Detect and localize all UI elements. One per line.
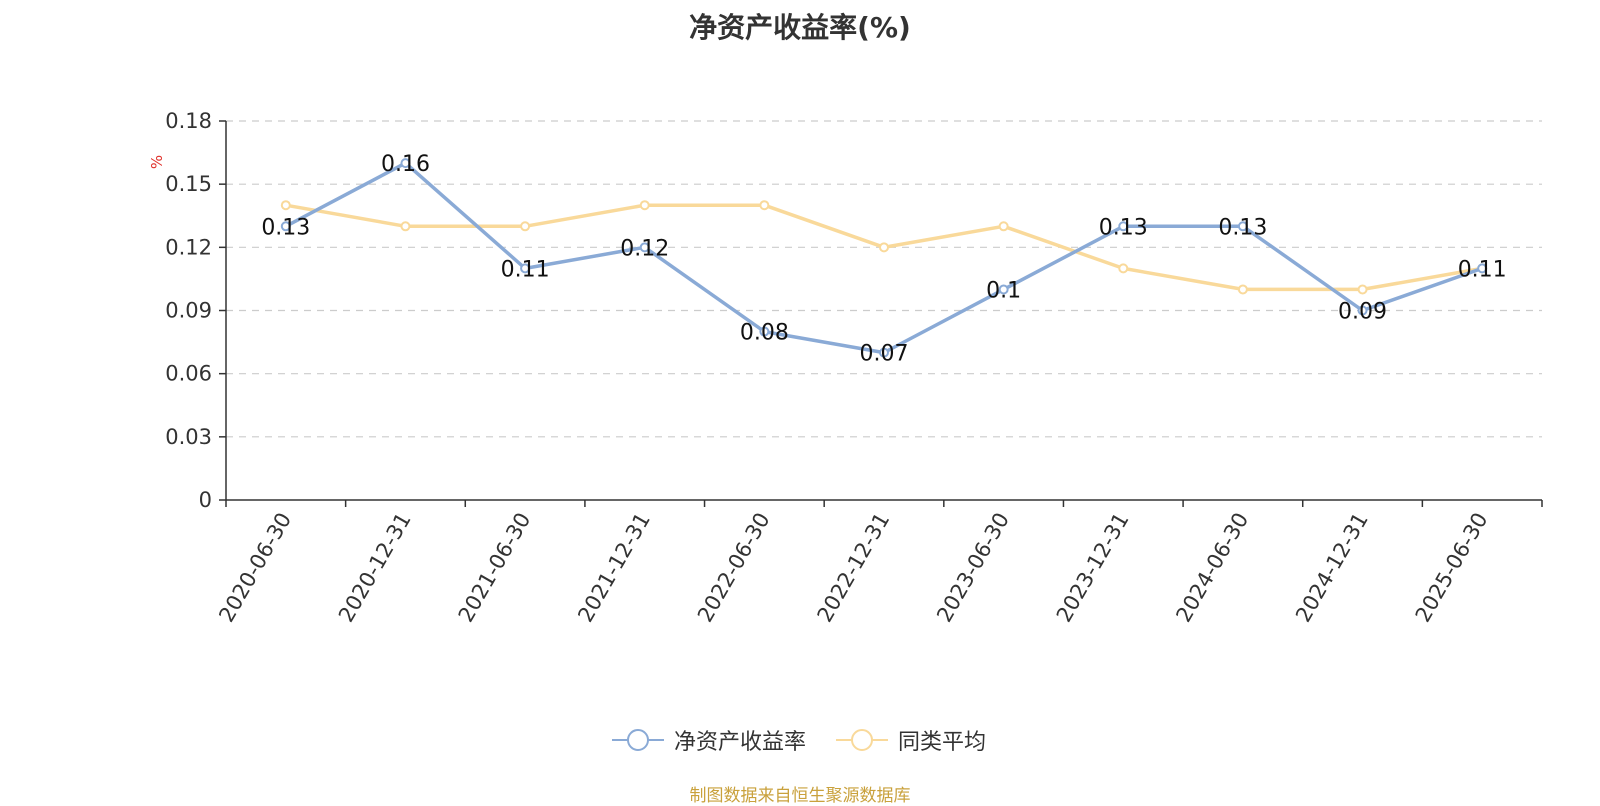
data-label: 0.07	[860, 342, 909, 367]
x-tick-label: 2024-06-30	[1171, 509, 1253, 627]
legend-peer-average-marker-icon	[836, 729, 888, 751]
data-label: 0.08	[740, 321, 789, 346]
x-tick-label: 2025-06-30	[1411, 509, 1493, 627]
grid-lines	[226, 120, 1542, 438]
y-axis-unit-label: %	[148, 155, 166, 169]
x-tick-label: 2021-06-30	[454, 509, 536, 627]
series-point-0	[520, 263, 531, 274]
series-lines	[280, 158, 1488, 358]
series-point-1	[400, 221, 411, 232]
data-label: 0.1	[986, 278, 1021, 303]
x-tick-label: 2024-12-31	[1291, 509, 1373, 627]
legend-item-roe[interactable]: 净资产收益率	[612, 720, 806, 760]
data-label: 0.13	[1099, 215, 1148, 240]
y-tick-label: 0	[199, 488, 212, 512]
series-point-1	[1118, 263, 1129, 274]
data-label: 0.16	[381, 152, 430, 177]
series-point-1	[280, 200, 291, 211]
data-labels: 0.13 0.16 0.11 0.12 0.08 0.07 0.1 0.13 0.13 0.09 0…	[261, 152, 1506, 367]
legend-peer-average-label: 同类平均	[898, 730, 987, 755]
x-tick-label: 2022-12-31	[813, 509, 895, 627]
data-label: 0.11	[501, 257, 550, 282]
legend-roe-marker-icon	[612, 729, 664, 751]
series-point-1	[759, 200, 770, 211]
series-line-0	[284, 161, 1484, 355]
series-point-0	[1477, 263, 1488, 274]
axes: 0 0.03 0.06 0.09 0.12 0.15 0.18 2020-06-30 2020-…	[165, 109, 1543, 627]
series-point-0	[1237, 221, 1248, 232]
series-point-0	[639, 242, 650, 253]
data-label: 0.09	[1338, 300, 1387, 325]
legend: 净资产收益率 同类平均	[0, 720, 1600, 760]
source-note: 制图数据来自恒生聚源数据库	[689, 786, 911, 806]
series-point-1	[639, 200, 650, 211]
data-label: 0.13	[261, 215, 310, 240]
y-tick-label: 0.03	[165, 425, 212, 449]
data-label: 0.13	[1218, 215, 1267, 240]
y-tick-label: 0.18	[165, 109, 212, 133]
series-point-0	[1357, 305, 1368, 316]
series-point-1	[1357, 284, 1368, 295]
data-label: 0.11	[1458, 257, 1507, 282]
x-tick-label: 2021-12-31	[573, 509, 655, 627]
x-tick-label: 2023-12-31	[1052, 509, 1134, 627]
x-tick-label: 2020-12-31	[334, 509, 416, 627]
chart-title: 净资产收益率(%)	[689, 11, 911, 44]
series-point-0	[400, 158, 411, 169]
x-tick-label: 2020-06-30	[214, 509, 296, 627]
series-point-1	[1237, 284, 1248, 295]
series-point-0	[1118, 221, 1129, 232]
legend-item-peer-average[interactable]: 同类平均	[836, 720, 986, 760]
series-point-0	[280, 221, 291, 232]
legend-roe-label: 净资产收益率	[674, 730, 807, 755]
y-tick-label: 0.12	[165, 235, 212, 259]
series-point-0	[998, 284, 1009, 295]
x-tick-label: 2022-06-30	[693, 509, 775, 627]
y-tick-label: 0.15	[165, 172, 212, 196]
series-point-0	[879, 347, 889, 358]
y-tick-label: 0.06	[165, 362, 212, 386]
data-label: 0.12	[620, 236, 669, 261]
series-point-1	[520, 221, 531, 232]
x-tick-label: 2023-06-30	[932, 509, 1014, 627]
series-point-0	[759, 326, 770, 337]
y-tick-label: 0.09	[165, 299, 212, 323]
series-point-1	[998, 221, 1009, 232]
series-point-1	[879, 242, 889, 253]
